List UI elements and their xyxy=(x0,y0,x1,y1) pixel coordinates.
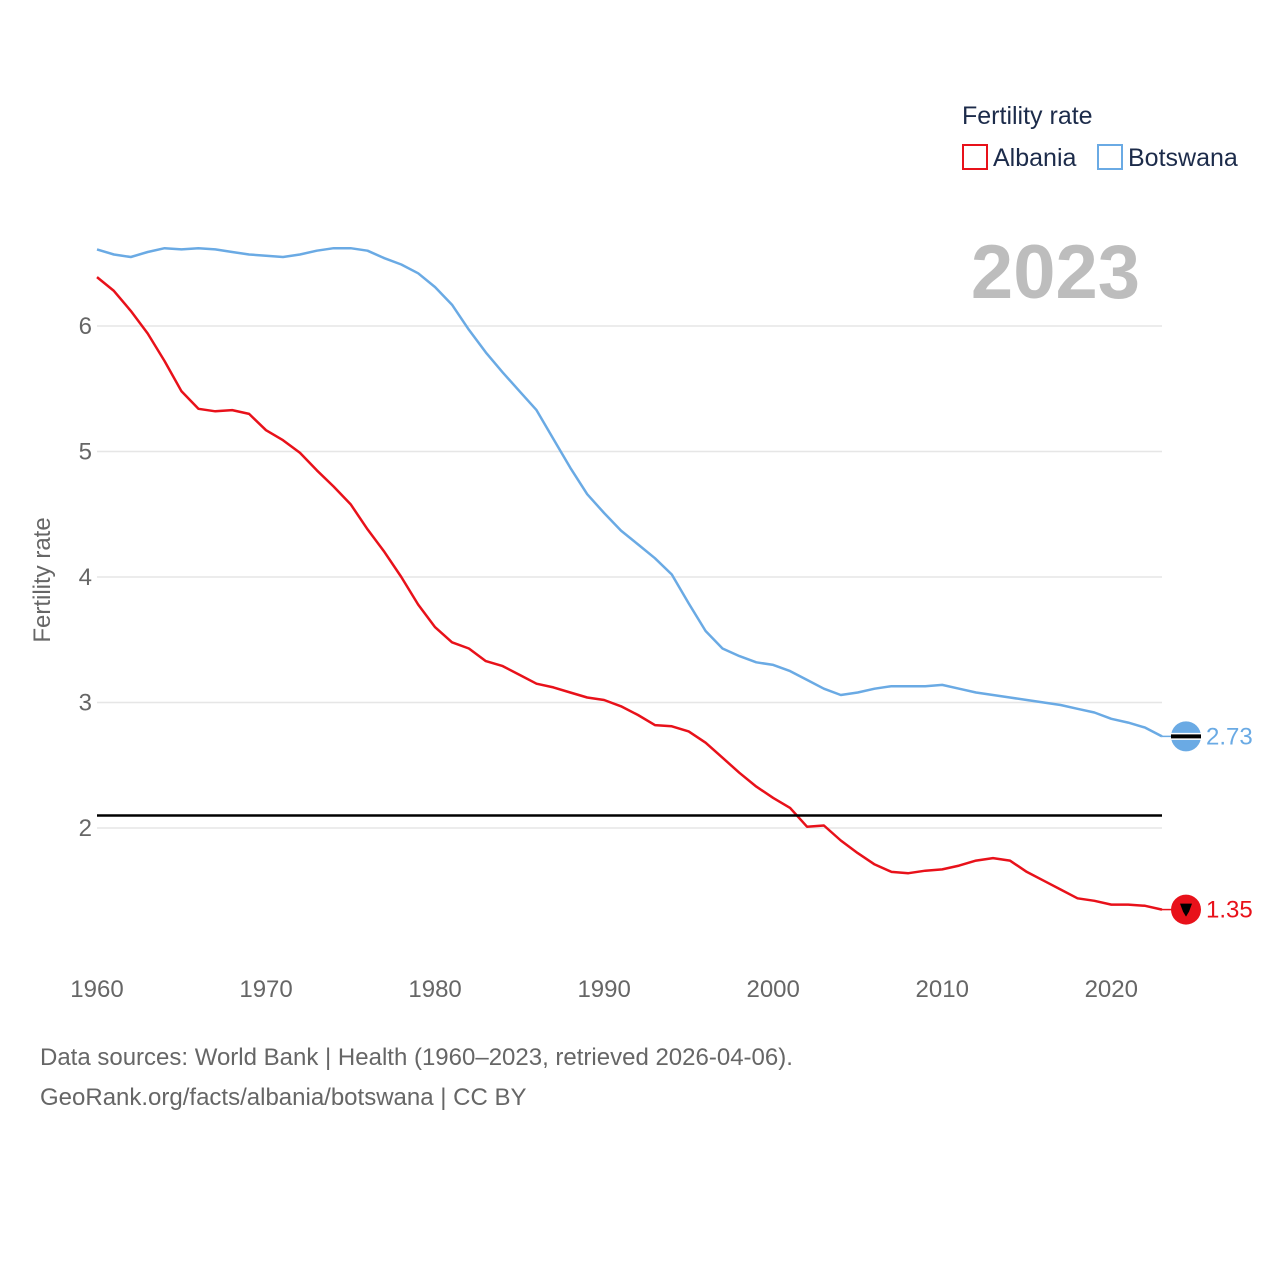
y-tick-label: 3 xyxy=(79,690,92,717)
x-tick-label: 1970 xyxy=(239,976,292,1003)
x-tick-label: 1980 xyxy=(408,976,461,1003)
legend-label-albania[interactable]: Albania xyxy=(993,144,1076,172)
y-axis-ticks: 2 3 4 5 6 xyxy=(79,313,92,842)
x-tick-label: 2000 xyxy=(746,976,799,1003)
flag-botswana-icon xyxy=(1171,721,1201,752)
y-tick-label: 4 xyxy=(79,564,92,591)
y-tick-label: 5 xyxy=(79,439,92,466)
legend-swatch-botswana[interactable] xyxy=(1097,144,1123,170)
y-axis-title: Fertility rate xyxy=(29,517,56,642)
x-tick-label: 2010 xyxy=(916,976,969,1003)
legend-label-botswana[interactable]: Botswana xyxy=(1128,144,1238,172)
y-tick-label: 6 xyxy=(79,313,92,340)
legend: Fertility rate Albania Botswana xyxy=(962,102,1238,172)
x-tick-label: 2020 xyxy=(1085,976,1138,1003)
flag-albania-icon xyxy=(1171,894,1201,925)
series-line-botswana[interactable] xyxy=(96,246,1163,738)
series-lines xyxy=(96,246,1163,911)
x-tick-label: 1990 xyxy=(577,976,630,1003)
attribution-link[interactable]: GeoRank.org/facts/albania/botswana | CC … xyxy=(40,1084,527,1111)
grid-lines xyxy=(97,325,1162,829)
data-source-text: Data sources: World Bank | Health (1960–… xyxy=(40,1044,793,1071)
end-label-botswana: 2.73 xyxy=(1206,723,1253,750)
y-tick-label: 2 xyxy=(79,815,92,842)
end-markers: 2.73 1.35 xyxy=(1162,721,1253,925)
x-tick-label: 1960 xyxy=(70,976,123,1003)
legend-title: Fertility rate xyxy=(962,102,1093,130)
legend-swatch-albania[interactable] xyxy=(962,144,988,170)
x-axis-ticks: 1960 1970 1980 1990 2000 2010 2020 xyxy=(70,976,1138,1003)
series-line-albania[interactable] xyxy=(96,276,1163,911)
year-label: 2023 xyxy=(971,230,1140,315)
end-label-albania: 1.35 xyxy=(1206,897,1253,924)
